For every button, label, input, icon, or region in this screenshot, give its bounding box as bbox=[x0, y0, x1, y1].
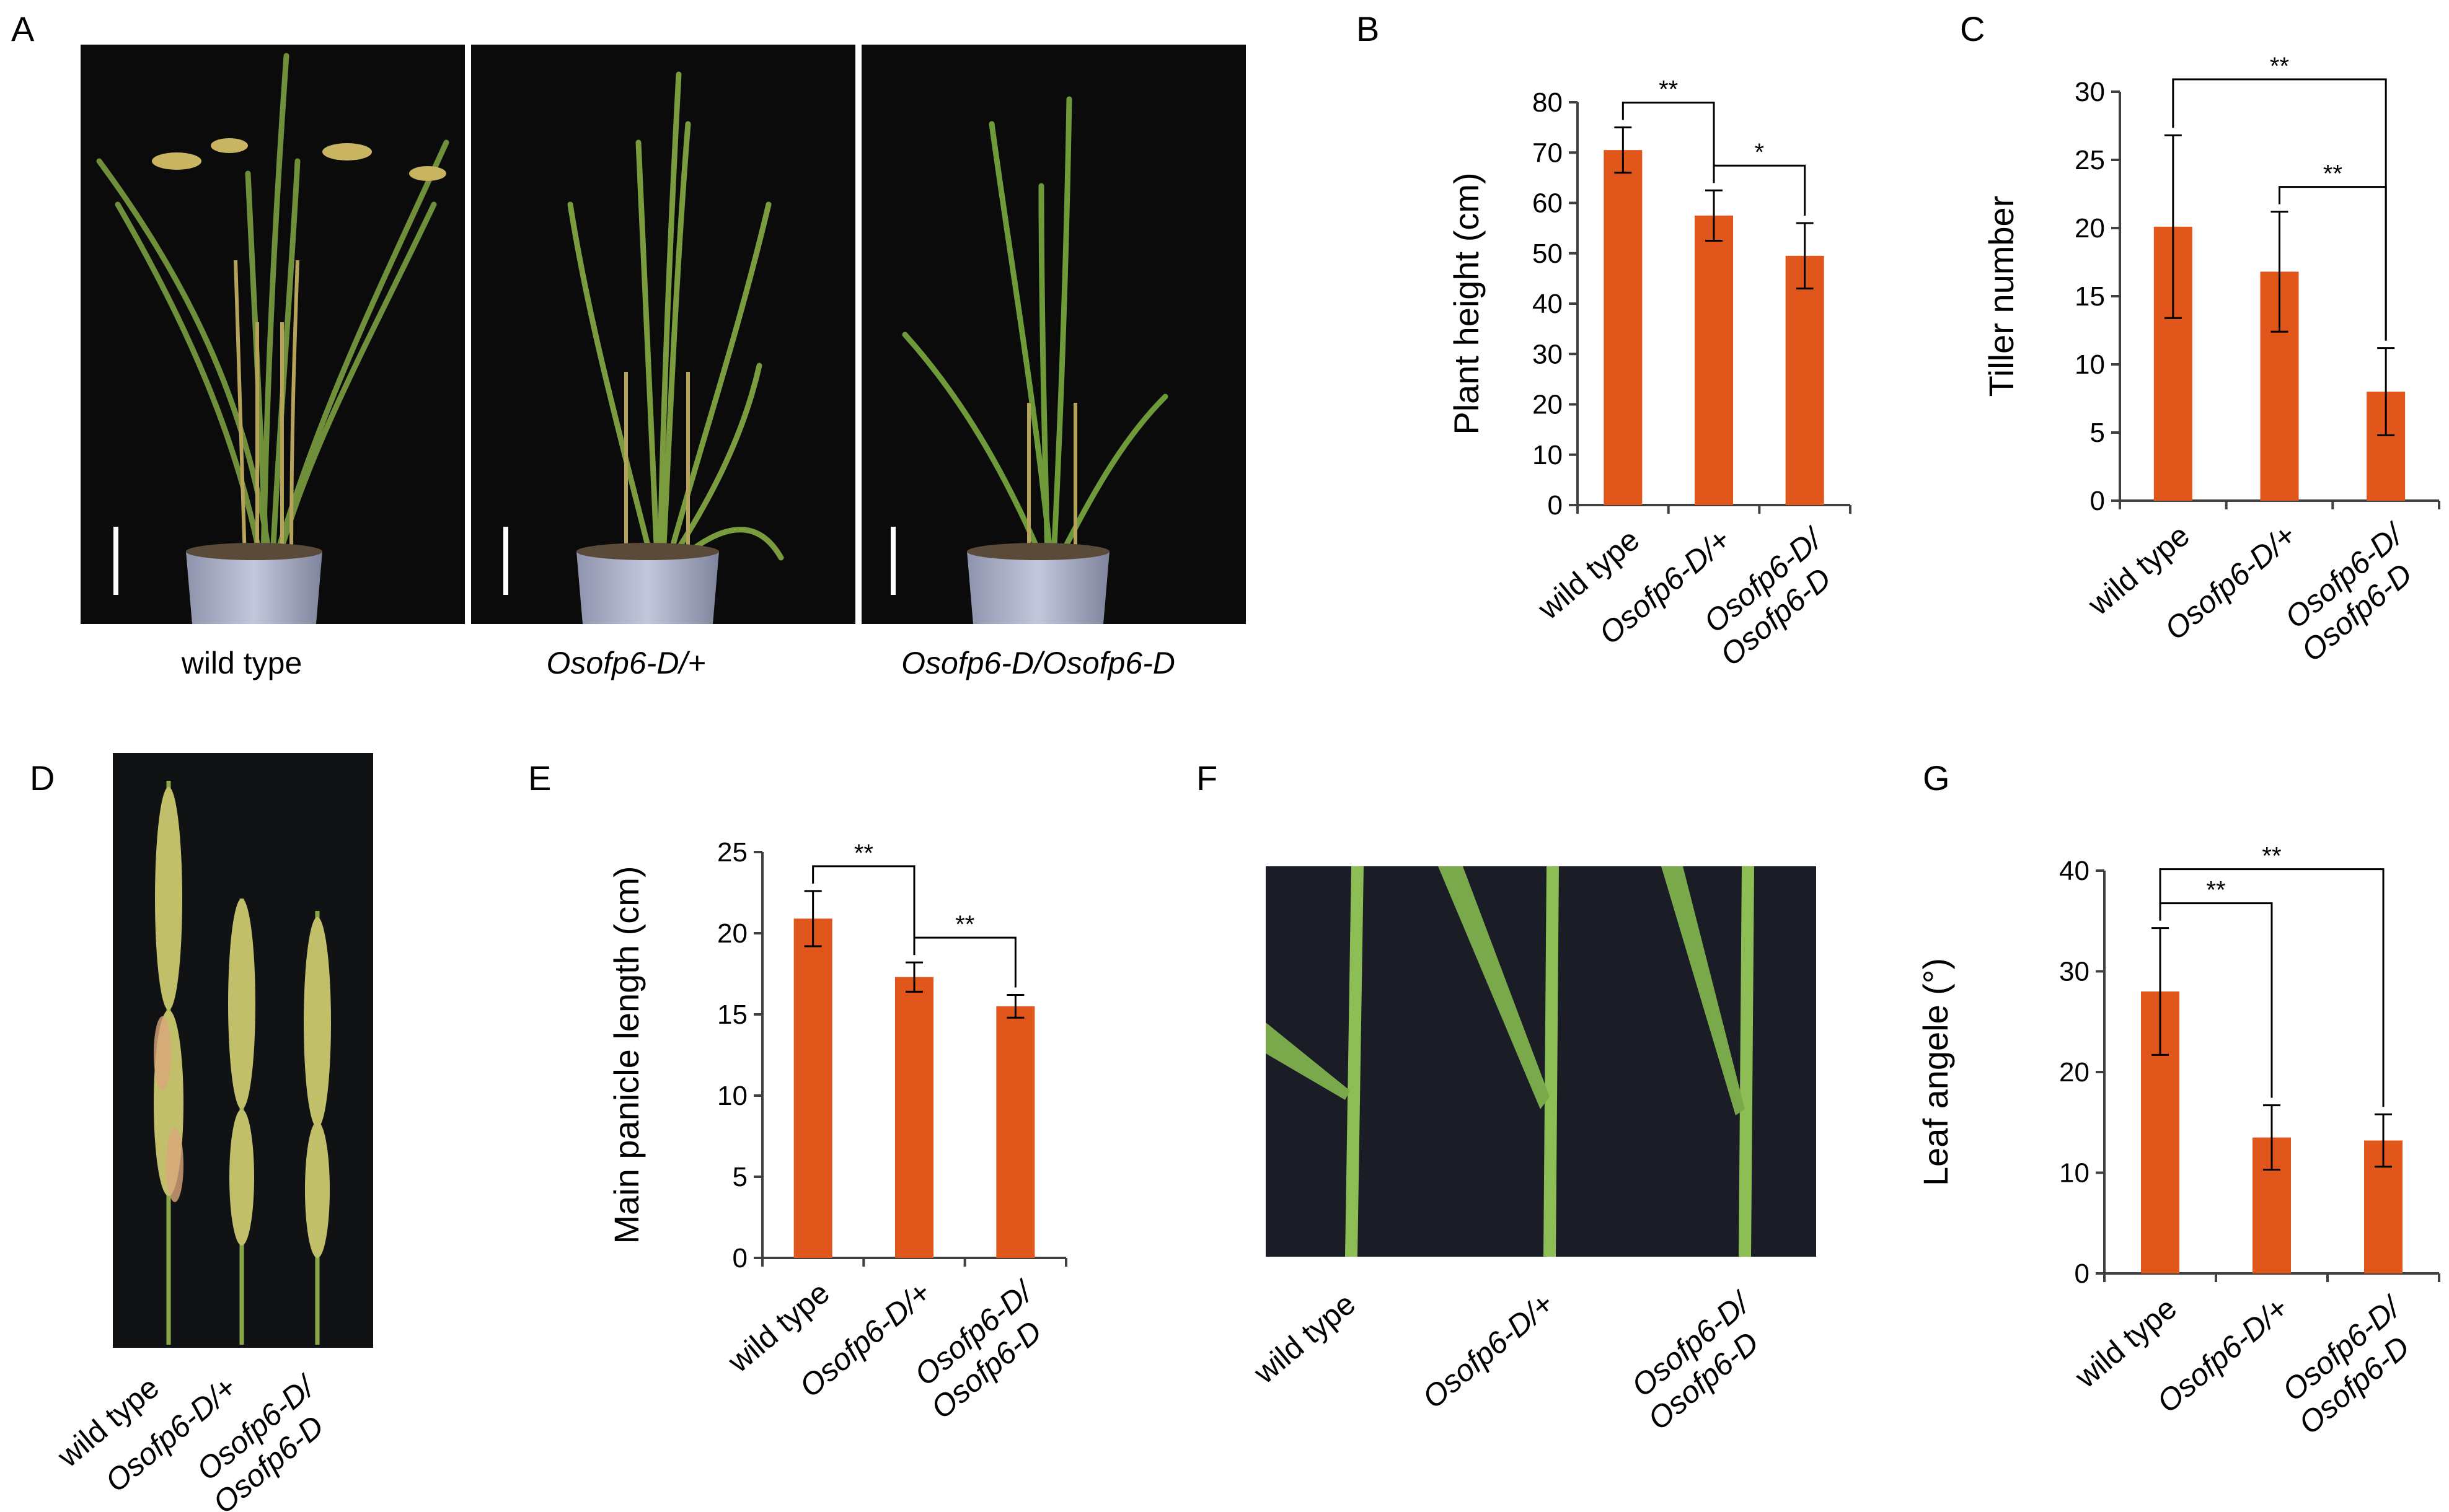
caption-wild-type: wild type bbox=[181, 646, 302, 680]
y-axis-label: Tiller number bbox=[1982, 196, 2021, 397]
significance-bracket bbox=[812, 865, 916, 956]
panel-a: A bbox=[11, 9, 1246, 680]
y-tick-label: 25 bbox=[717, 837, 748, 868]
leaf-label-line: Osofp6-D/+ bbox=[1416, 1286, 1560, 1415]
leaf-label: Osofp6-D/Osofp6-D bbox=[1625, 1284, 1765, 1436]
significance-bracket bbox=[913, 936, 1017, 988]
bar bbox=[793, 918, 832, 1258]
y-tick-label: 60 bbox=[1532, 188, 1563, 219]
bar bbox=[1604, 150, 1643, 505]
y-tick-label: 30 bbox=[1532, 339, 1563, 369]
panel-letter-b: B bbox=[1356, 9, 1379, 48]
significance-bracket bbox=[1622, 102, 1715, 183]
significance-bracket bbox=[1713, 164, 1806, 216]
leaf-label: Osofp6-D/+ bbox=[1416, 1286, 1560, 1415]
bar bbox=[1695, 215, 1733, 505]
panel-letter-c: C bbox=[1960, 9, 1985, 48]
y-tick-label: 5 bbox=[2090, 418, 2105, 448]
y-tick-label: 0 bbox=[733, 1243, 748, 1273]
panel-letter-g: G bbox=[1923, 758, 1950, 798]
y-tick-label: 40 bbox=[1532, 289, 1563, 319]
y-tick-label: 15 bbox=[717, 1000, 748, 1030]
y-tick-label: 0 bbox=[1548, 490, 1563, 521]
significance-bracket bbox=[2159, 868, 2385, 1107]
y-tick-label: 40 bbox=[2059, 856, 2089, 886]
y-tick-label: 50 bbox=[1532, 239, 1563, 269]
x-category-label: Osofp6-D/Osofp6-D bbox=[2276, 1288, 2416, 1441]
bar bbox=[895, 977, 933, 1258]
y-tick-label: 10 bbox=[2059, 1158, 2089, 1189]
y-tick-label: 5 bbox=[733, 1162, 748, 1192]
significance-label: ** bbox=[854, 840, 873, 867]
y-tick-label: 80 bbox=[1532, 87, 1563, 118]
y-tick-label: 10 bbox=[1532, 440, 1563, 470]
y-tick-label: 0 bbox=[2090, 486, 2105, 516]
plant-photo-wild-type bbox=[81, 45, 465, 624]
caption-het: Osofp6-D/+ bbox=[546, 646, 705, 680]
y-tick-label: 20 bbox=[1532, 390, 1563, 420]
bar bbox=[996, 1006, 1035, 1258]
y-axis-label: Leaf angele (°) bbox=[1916, 958, 1955, 1186]
y-tick-label: 70 bbox=[1532, 138, 1563, 168]
significance-bracket bbox=[2279, 186, 2387, 341]
y-tick-label: 30 bbox=[2075, 77, 2105, 107]
significance-label: ** bbox=[2206, 877, 2225, 904]
y-tick-label: 25 bbox=[2075, 145, 2105, 175]
y-tick-label: 0 bbox=[2075, 1259, 2089, 1289]
y-tick-label: 30 bbox=[2059, 957, 2089, 987]
plant-photo-homo bbox=[862, 45, 1246, 624]
y-tick-label: 15 bbox=[2075, 281, 2105, 312]
y-axis-label: Plant height (cm) bbox=[1447, 172, 1486, 434]
significance-label: ** bbox=[2270, 53, 2289, 80]
significance-label: * bbox=[1755, 139, 1765, 166]
panel-letter-e: E bbox=[528, 758, 551, 798]
significance-label: ** bbox=[2323, 160, 2342, 188]
panel-letter-d: D bbox=[30, 758, 55, 798]
caption-homo: Osofp6-D/Osofp6-D bbox=[901, 646, 1175, 680]
significance-label: ** bbox=[2262, 843, 2281, 870]
y-tick-label: 20 bbox=[717, 918, 748, 949]
y-tick-label: 20 bbox=[2059, 1057, 2089, 1088]
panel-letter-f: F bbox=[1196, 758, 1217, 798]
y-tick-label: 20 bbox=[2075, 213, 2105, 244]
panel-f: F wild type Osofp6-D/+ Osofp6-D/Osofp6-D bbox=[1196, 758, 1816, 1436]
plant-photo-het bbox=[471, 45, 855, 624]
y-tick-label: 10 bbox=[2075, 349, 2105, 380]
bar bbox=[1785, 255, 1824, 505]
y-axis-label: Main panicle length (cm) bbox=[607, 866, 646, 1244]
panel-letter-a: A bbox=[11, 9, 35, 48]
y-tick-label: 10 bbox=[717, 1081, 748, 1111]
leaf-label-line: wild type bbox=[1247, 1286, 1362, 1391]
significance-label: ** bbox=[1659, 76, 1678, 103]
leaf-label: wild type bbox=[1247, 1286, 1362, 1391]
significance-label: ** bbox=[955, 911, 974, 938]
